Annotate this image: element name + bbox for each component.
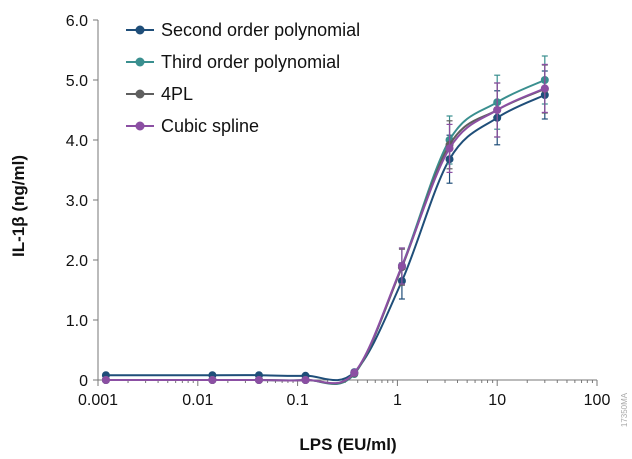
y-tick-label: 4.0 xyxy=(66,133,88,150)
y-tick-label: 1.0 xyxy=(66,313,88,330)
y-tick-label: 6.0 xyxy=(66,13,88,30)
x-tick-label: 0.001 xyxy=(78,392,118,409)
x-tick-label: 0.01 xyxy=(182,392,213,409)
y-axis-title: IL-1β (ng/ml) xyxy=(9,155,28,257)
legend-label: Second order polynomial xyxy=(161,20,360,40)
data-point xyxy=(445,144,454,153)
data-point xyxy=(101,376,110,384)
legend-marker xyxy=(135,121,145,131)
legend-marker xyxy=(135,57,145,67)
y-tick-label: 2.0 xyxy=(66,253,88,270)
y-tick-label: 0 xyxy=(79,373,88,390)
series-group xyxy=(101,64,549,385)
data-point xyxy=(350,368,359,377)
axes xyxy=(97,20,597,381)
series-line xyxy=(105,87,546,385)
y-tick-label: 3.0 xyxy=(66,193,88,210)
y-tick-label: 5.0 xyxy=(66,73,88,90)
legend-label: 4PL xyxy=(161,84,193,104)
data-point xyxy=(208,376,217,384)
series-line xyxy=(105,94,546,382)
x-axis-ticks: 0.001 0.01 0.1 1 10 100 xyxy=(78,380,610,409)
data-point xyxy=(493,106,502,114)
data-point xyxy=(254,376,263,384)
legend-marker xyxy=(135,89,145,99)
watermark-text: 17350MA xyxy=(620,392,629,427)
x-tick-label: 100 xyxy=(584,392,611,409)
x-axis-title: LPS (EU/ml) xyxy=(299,435,396,454)
x-tick-label: 10 xyxy=(488,392,506,409)
legend-label: Third order polynomial xyxy=(161,52,340,72)
y-axis-ticks: 0 1.0 2.0 3.0 4.0 5.0 6.0 xyxy=(66,13,98,390)
legend-label: Cubic spline xyxy=(161,116,259,136)
data-point xyxy=(540,84,549,93)
x-tick-label: 0.1 xyxy=(286,392,308,409)
data-point xyxy=(397,262,406,270)
legend: Second order polynomial Third order polyn… xyxy=(126,20,360,136)
x-tick-label: 1 xyxy=(393,392,402,409)
series-group xyxy=(101,63,549,385)
legend-marker xyxy=(135,25,145,35)
series-group xyxy=(101,55,549,385)
data-point xyxy=(301,376,310,384)
series-layer xyxy=(101,55,549,385)
